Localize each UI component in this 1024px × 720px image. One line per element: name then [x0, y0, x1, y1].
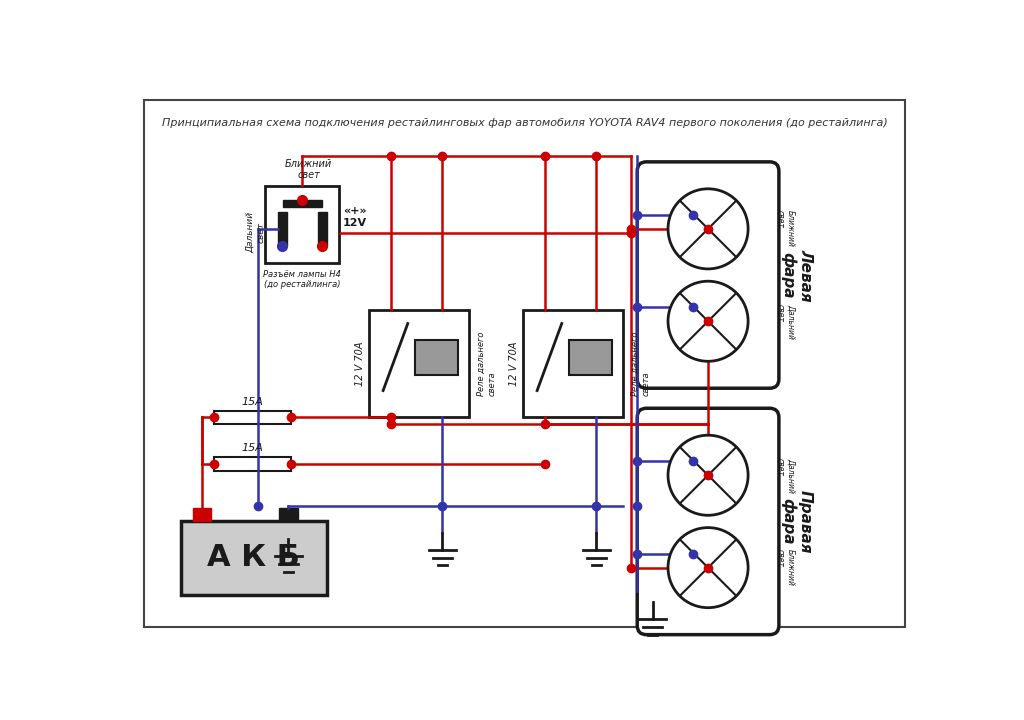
FancyBboxPatch shape	[265, 186, 339, 264]
Text: 15А: 15А	[242, 443, 263, 453]
Text: 15А: 15А	[242, 397, 263, 407]
Bar	[569, 341, 611, 375]
Text: Ближний
свет: Ближний свет	[776, 210, 796, 248]
Circle shape	[668, 435, 749, 516]
Text: Ближний
свет: Ближний свет	[776, 549, 796, 586]
FancyBboxPatch shape	[637, 408, 779, 634]
Text: Правая
фара: Правая фара	[780, 490, 813, 553]
Text: Дальний
свет: Дальний свет	[247, 212, 266, 253]
Text: Реле дальнего
света: Реле дальнего света	[631, 331, 650, 396]
Bar	[370, 310, 469, 418]
Bar	[416, 341, 458, 375]
Circle shape	[668, 282, 749, 361]
FancyBboxPatch shape	[637, 162, 779, 388]
Bar	[280, 508, 298, 521]
Text: 12 V 70А: 12 V 70А	[355, 341, 365, 386]
Text: Ближний
свет: Ближний свет	[285, 158, 332, 180]
Text: Дальний
свет: Дальний свет	[776, 458, 796, 492]
Bar	[283, 199, 322, 207]
Text: 12 V 70А: 12 V 70А	[509, 341, 519, 386]
Text: Реле дальнего
света: Реле дальнего света	[477, 331, 497, 396]
Text: Разъём лампы Н4
(до рестайлинга): Разъём лампы Н4 (до рестайлинга)	[263, 270, 341, 289]
Circle shape	[668, 528, 749, 608]
Text: «+»
12V: «+» 12V	[343, 207, 368, 228]
Text: Левая
фара: Левая фара	[780, 248, 813, 302]
Circle shape	[668, 189, 749, 269]
Bar	[523, 310, 624, 418]
Text: Принципиальная схема подключения рестайлинговых фар автомобиля YOYOTA RAV4 перво: Принципиальная схема подключения рестайл…	[162, 118, 888, 128]
Bar	[214, 456, 291, 471]
Bar	[214, 410, 291, 424]
Bar	[317, 212, 327, 246]
Bar	[278, 212, 287, 246]
Text: Дальний
свет: Дальний свет	[776, 304, 796, 338]
Bar	[193, 508, 211, 521]
Bar	[180, 521, 327, 595]
Text: А К Б: А К Б	[207, 543, 300, 572]
